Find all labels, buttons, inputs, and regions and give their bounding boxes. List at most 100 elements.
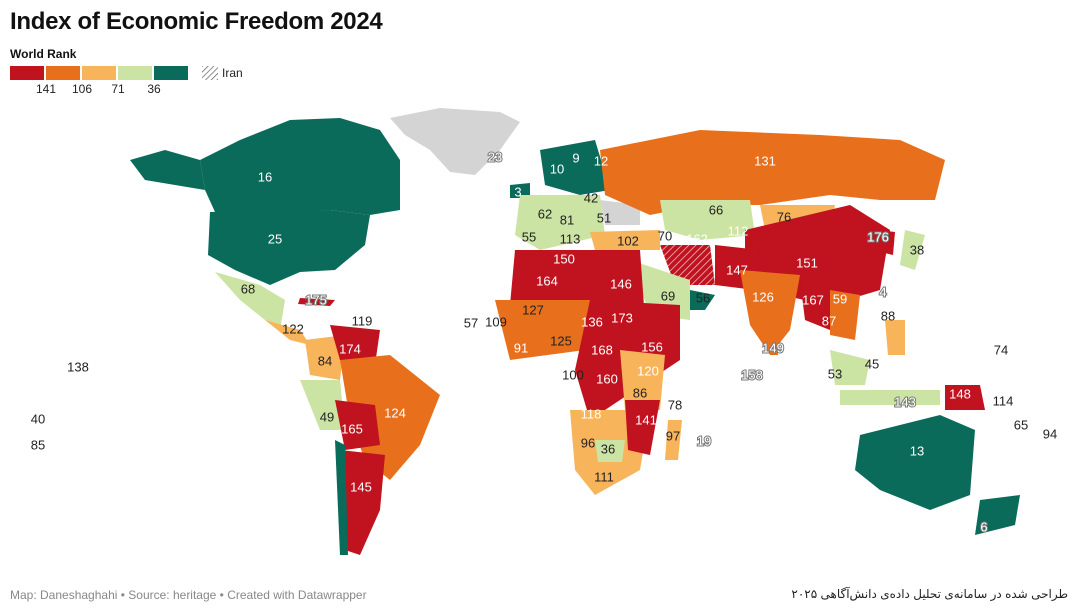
rank-mauritius: 19 <box>697 433 711 448</box>
rank-brunei: 45 <box>865 356 879 371</box>
turkey-shape <box>590 230 660 250</box>
chile-shape <box>335 440 348 555</box>
rank-new-zealand: 6 <box>980 519 987 534</box>
legend-tick-1: 141 <box>35 82 57 96</box>
rank-laos: 59 <box>833 291 847 306</box>
greenland-shape <box>390 108 520 175</box>
rank-australia: 13 <box>910 443 924 458</box>
rank-philippines: 88 <box>881 308 895 323</box>
rank-maldives: 158 <box>741 367 763 382</box>
legend-swatch-2 <box>46 66 80 80</box>
malaysia-shape <box>830 350 870 385</box>
rank-hawaii: 138 <box>67 359 89 374</box>
rank-italy: 113 <box>560 231 581 246</box>
rank-germany: 81 <box>560 212 574 227</box>
rank-labels: 23 16 25 68 175 119 122 174 84 124 49 16… <box>31 148 1057 535</box>
legend-tick-4: 36 <box>147 82 161 96</box>
rank-brazil: 124 <box>384 405 406 420</box>
mozambique-shape <box>625 400 660 455</box>
central-america-shape <box>265 320 310 345</box>
legend-swatch-3 <box>82 66 116 80</box>
rank-botswana: 36 <box>601 441 615 456</box>
rank-mexico: 68 <box>241 281 255 296</box>
rank-caucasus: 70 <box>658 228 672 243</box>
rank-car: 168 <box>591 342 613 357</box>
rank-taiwan: 4 <box>879 284 886 299</box>
rank-sri-lanka: 149 <box>762 340 784 355</box>
rank-china: 151 <box>796 255 818 270</box>
rank-seychelles: 78 <box>668 397 682 412</box>
sri-lanka-shape <box>770 345 778 355</box>
legend-swatch-4 <box>118 66 152 80</box>
rank-pacific-85: 85 <box>31 437 45 452</box>
argentina-shape <box>340 450 385 555</box>
colombia-shape <box>305 335 345 380</box>
legend-swatch-5 <box>154 66 188 80</box>
bolivia-shape <box>335 400 380 450</box>
rank-greenland: 23 <box>488 149 502 164</box>
venezuela-shape <box>330 325 380 365</box>
rank-iceland: 3 <box>514 184 521 199</box>
hatch-pattern-icon <box>202 66 218 80</box>
rank-saudi: 69 <box>661 288 675 303</box>
rank-oman: 56 <box>696 290 710 305</box>
rank-vietnam: 87 <box>822 313 836 328</box>
rank-mozambique: 141 <box>635 412 657 427</box>
rank-egypt: 146 <box>610 276 632 291</box>
cuba-shape <box>298 298 335 306</box>
rank-solomon: 114 <box>993 393 1014 408</box>
rank-turkey: 102 <box>617 233 639 248</box>
usa-shape <box>208 210 370 285</box>
east-europe-unranked-shape <box>600 200 640 225</box>
botswana-shape <box>595 440 625 462</box>
rank-png: 148 <box>949 386 971 401</box>
rank-malaysia: 53 <box>828 366 842 381</box>
rank-madagascar: 97 <box>666 428 680 443</box>
rank-central-america: 122 <box>282 321 304 336</box>
rank-sudan: 173 <box>611 310 633 325</box>
indonesia-shape <box>840 390 940 405</box>
rank-iran-region: 162 <box>686 231 708 246</box>
rank-baltic: 42 <box>584 190 598 205</box>
legend-swatch-1 <box>10 66 44 80</box>
rank-korea: 176 <box>867 229 889 244</box>
australia-shape <box>855 415 975 510</box>
iran-legend-label: Iran <box>222 66 243 80</box>
iran-legend: Iran <box>202 66 243 80</box>
rank-argentina: 145 <box>350 479 372 494</box>
rank-pacific-40: 40 <box>31 411 45 426</box>
rank-indonesia: 143 <box>894 394 916 409</box>
rank-cameroon: 100 <box>562 367 584 382</box>
rank-poland: 51 <box>597 210 611 225</box>
rank-tanzania: 86 <box>633 385 647 400</box>
rank-angola: 118 <box>581 406 602 421</box>
rank-ivory-coast: 91 <box>514 340 528 355</box>
western-europe-shape <box>515 195 605 250</box>
korea-shape <box>880 230 895 255</box>
rank-sweden: 9 <box>572 150 579 165</box>
kazakhstan-shape <box>660 200 755 240</box>
east-africa-shape <box>620 350 665 410</box>
myanmar-shape <box>800 280 835 330</box>
rank-morocco: 150 <box>553 251 575 266</box>
rank-cape-verde: 57 <box>464 315 478 330</box>
rank-kenya: 120 <box>637 363 659 378</box>
rank-fiji: 94 <box>1043 426 1057 441</box>
rank-mongolia: 76 <box>777 209 791 224</box>
alaska-shape <box>130 150 205 190</box>
rank-drc: 160 <box>596 371 618 386</box>
rank-namibia: 96 <box>581 435 595 450</box>
rank-uzbekistan: 112 <box>728 223 749 238</box>
indochina-shape <box>830 290 860 340</box>
rank-vanuatu: 65 <box>1014 417 1028 432</box>
rank-algeria: 164 <box>536 273 558 288</box>
rank-senegal: 109 <box>485 314 507 329</box>
png-shape <box>945 385 985 410</box>
mexico-shape <box>215 272 285 330</box>
world-map: 23 16 25 68 175 119 122 174 84 124 49 16… <box>31 108 1057 555</box>
rank-ethiopia: 156 <box>641 339 663 354</box>
rank-france: 62 <box>538 206 552 221</box>
oman-shape <box>690 290 715 310</box>
legend-color-bar <box>10 66 190 80</box>
rank-russia: 131 <box>754 153 776 168</box>
